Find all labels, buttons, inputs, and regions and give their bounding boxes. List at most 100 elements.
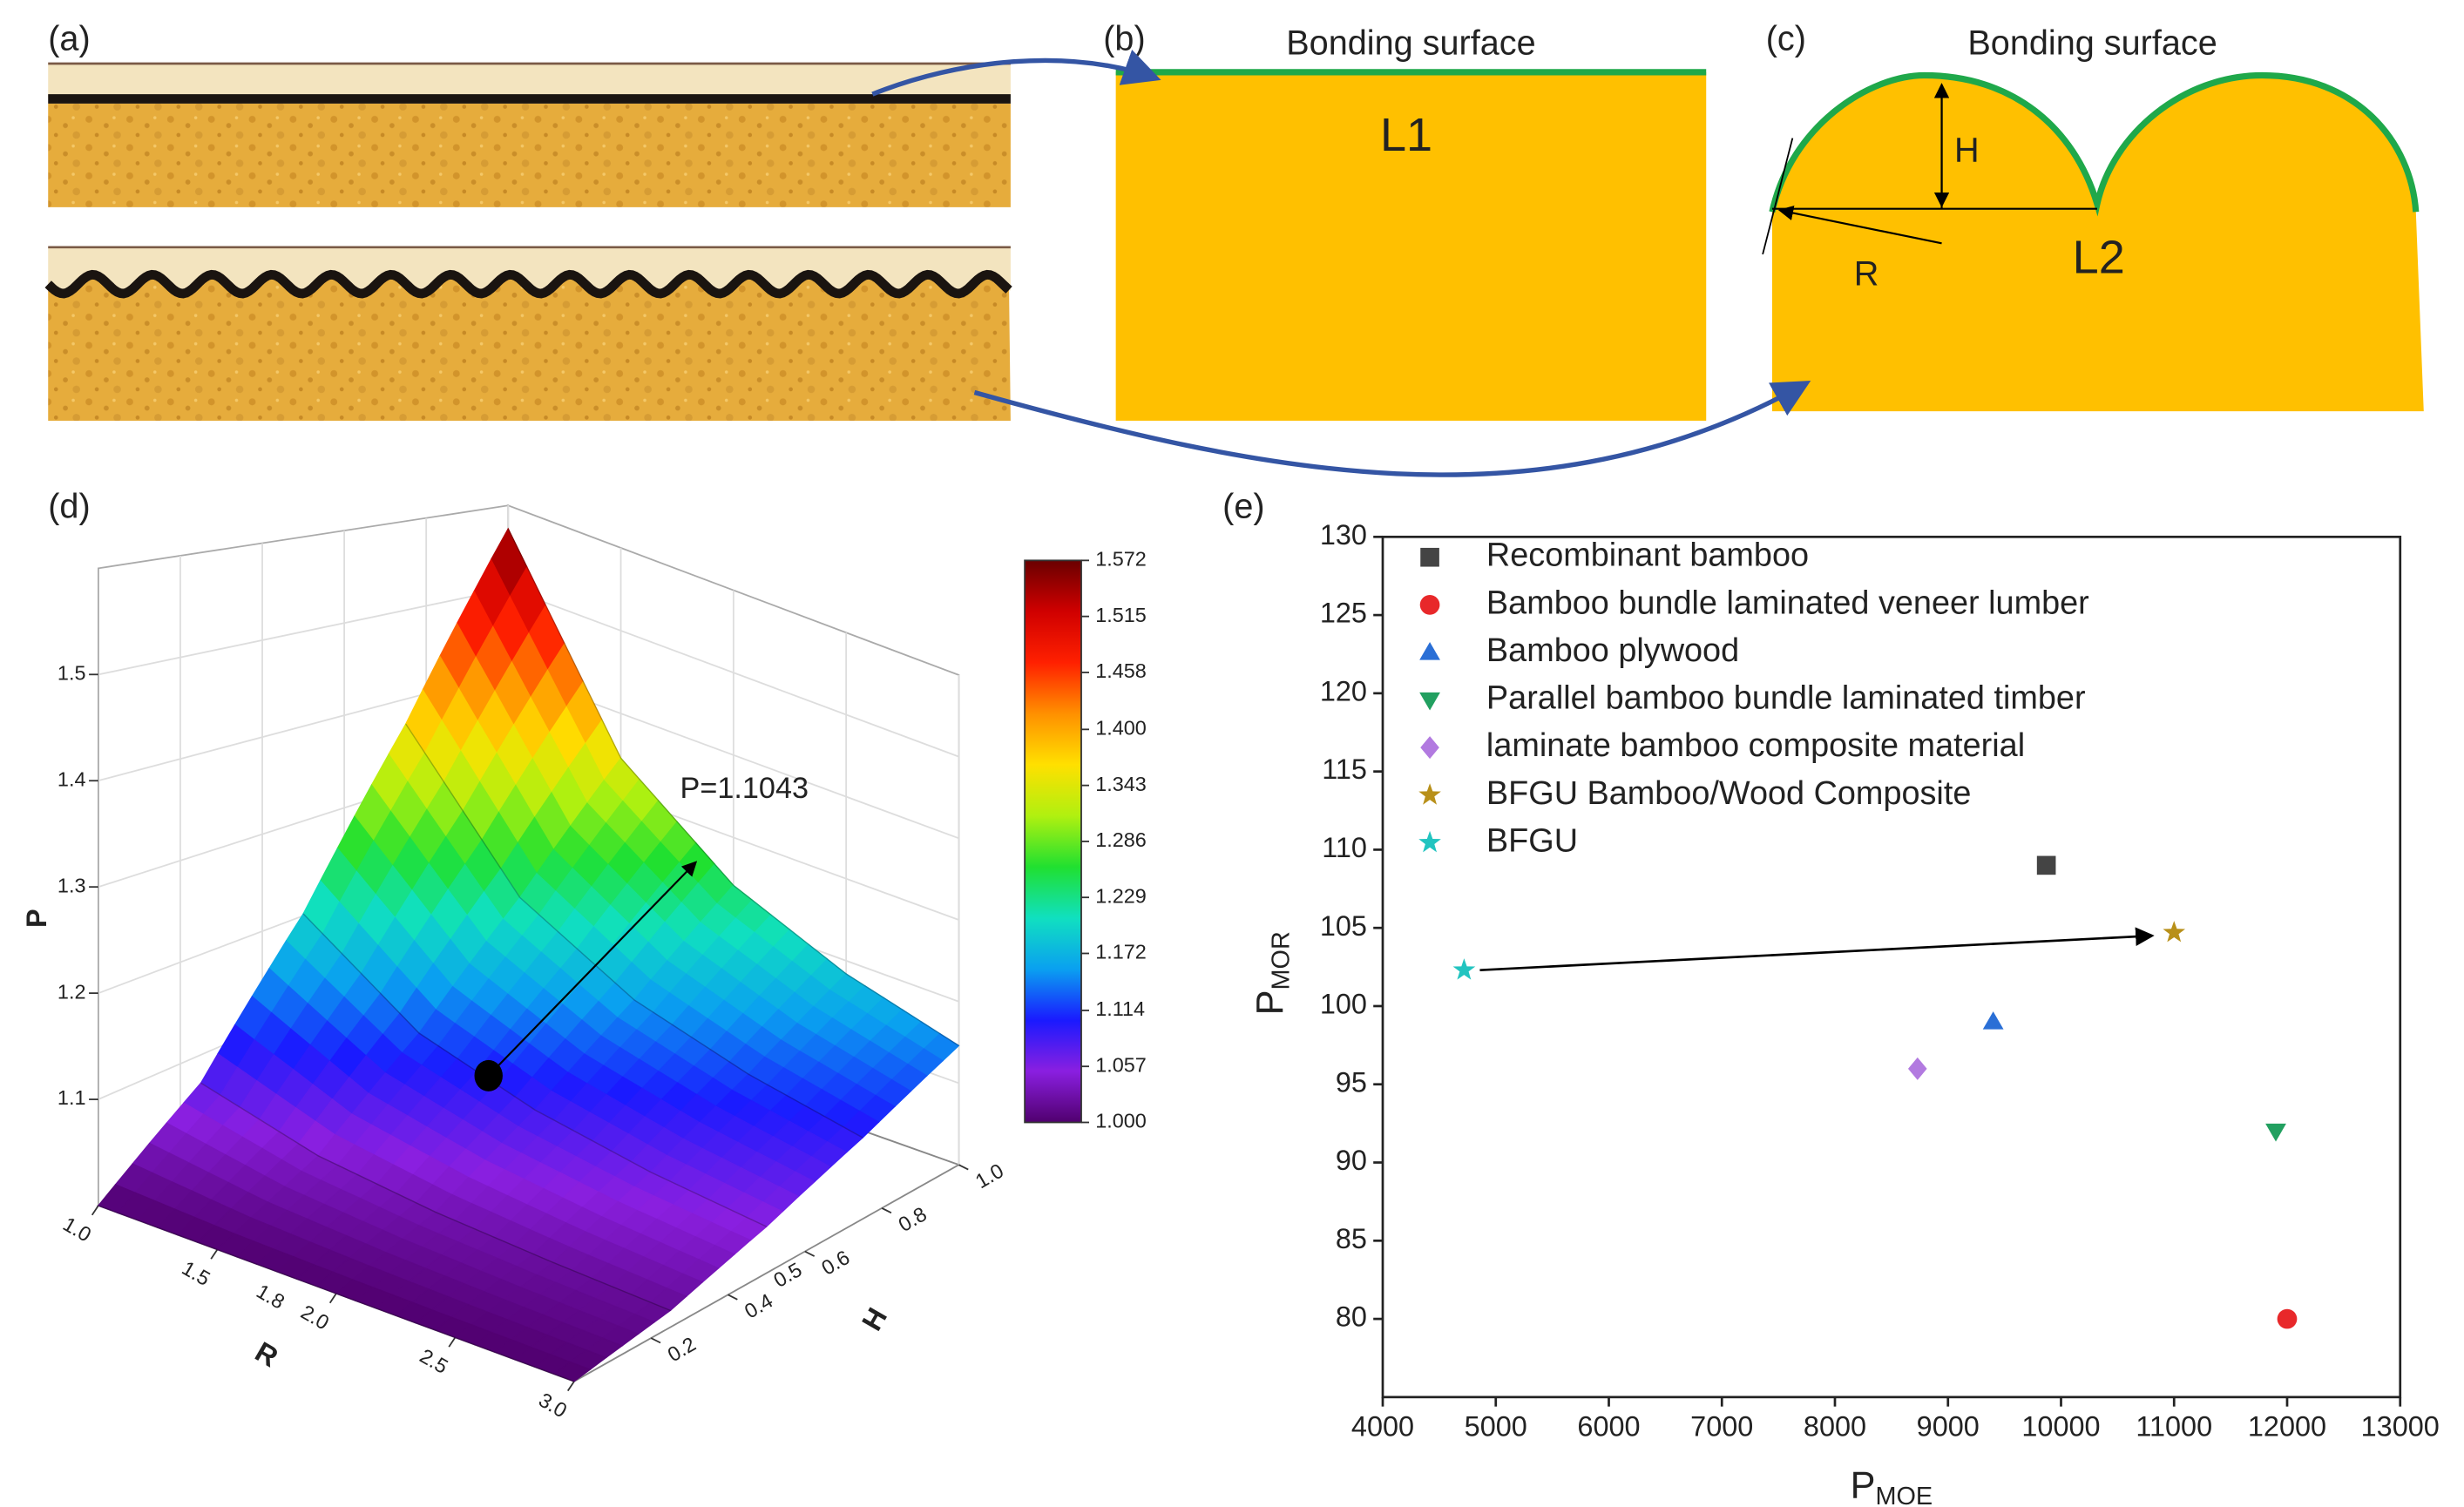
colorbar-tick-label: 1.057 [1095, 1053, 1147, 1076]
colorbar-tick-label: 1.286 [1095, 828, 1147, 851]
layer-block [1115, 71, 1707, 421]
tick-mark [881, 1207, 892, 1214]
panel-a: (a) [44, 19, 1012, 421]
bamboo-layer [48, 103, 1011, 207]
panel-label: (b) [1103, 19, 1145, 57]
y-tick-label: 100 [1320, 989, 1367, 1020]
tick-mark [448, 1336, 457, 1348]
point-marker [474, 1059, 503, 1091]
scatter-chart: 4000 5000 6000 7000 8000 9000 10000 11000 12000 1… [1249, 519, 2440, 1507]
y-tick-label: 1.0 [971, 1159, 1007, 1193]
legend-marker [1419, 642, 1440, 660]
y-tick-label: 90 [1336, 1145, 1367, 1176]
marker [2036, 855, 2056, 875]
surface-label: Bonding surface [1286, 24, 1535, 63]
x-tick-label: 13000 [2361, 1410, 2440, 1442]
layer-label: L2 [2073, 231, 2125, 283]
panel-label: (c) [1766, 19, 1806, 57]
x-tick-label: 7000 [1690, 1410, 1753, 1442]
colorbar-tick-label: 1.343 [1095, 773, 1147, 795]
tick-mark [210, 1248, 219, 1260]
y-tick-label: 120 [1320, 675, 1367, 706]
mesh-line [302, 913, 767, 1227]
bonding-line [1769, 71, 2420, 217]
x-axis-label: PMOE [1851, 1465, 1933, 1507]
axis-label: H [856, 1302, 893, 1335]
y-axis-label: PMOR [1249, 931, 1295, 1015]
surface-chart: 1.1 1.2 1.3 1.4 1.5 1.0 1.5 2.0 2.5 3.0 0.2 0.4 0.6 0… [21, 503, 1147, 1423]
tick-mark [91, 1205, 99, 1216]
colorbar-tick-label: 1.172 [1095, 941, 1147, 963]
surface-label: Bonding surface [1967, 24, 2217, 63]
annotation: P=1.1043 [680, 772, 809, 805]
legend-label: BFGU Bamboo/Wood Composite [1486, 775, 1971, 812]
x-tick-label: 9000 [1917, 1410, 1980, 1442]
legend-marker [1419, 692, 1440, 711]
connector-arrow [871, 50, 1161, 97]
x-tick-label: 5000 [1465, 1410, 1527, 1442]
tick-mark [328, 1293, 337, 1304]
y-tick-label: 0.2 [664, 1333, 700, 1367]
colorbar-tick-label: 1.515 [1095, 604, 1147, 626]
x-tick-label: 11000 [2136, 1410, 2212, 1442]
y-tick-label: 115 [1322, 754, 1367, 785]
x-tick-label: 8000 [1804, 1410, 1866, 1442]
mesh-line [98, 1205, 575, 1382]
legend-label: BFGU [1486, 822, 1578, 859]
tick-mark [650, 1337, 661, 1344]
layer-block [1771, 75, 2424, 412]
highlight-tick: 1.8 [253, 1280, 288, 1314]
axis-label-sub: MOE [1875, 1483, 1933, 1507]
mesh-line [507, 528, 959, 1046]
panel-label: (e) [1222, 487, 1264, 525]
legend-label: Recombinant bamboo [1486, 537, 1809, 574]
marker [1982, 1011, 2004, 1030]
legend-label: laminate bamboo composite material [1486, 727, 2025, 764]
dimension-label: R [1854, 255, 1879, 294]
legend-marker [1420, 547, 1439, 567]
mesh-line [200, 1082, 671, 1312]
axis-label: P [21, 909, 52, 928]
legend-label: Bamboo bundle laminated veneer lumber [1486, 585, 2089, 621]
top-layer [48, 63, 1011, 98]
marker [2277, 1308, 2298, 1329]
mesh-line [405, 723, 863, 1139]
tick-mark [566, 1381, 575, 1392]
surface-patch [552, 1361, 592, 1382]
colorbar-tick-label: 1.229 [1095, 884, 1147, 907]
z-tick-label: 1.3 [58, 874, 86, 896]
colorbar-tick-label: 1.572 [1095, 548, 1147, 571]
z-tick-label: 1.4 [58, 767, 86, 790]
colorbar-tick-label: 1.114 [1095, 997, 1145, 1020]
y-tick-label: 95 [1336, 1066, 1367, 1098]
bamboo-layer [48, 274, 1011, 421]
marker [2163, 921, 2186, 943]
y-tick-label: 125 [1320, 598, 1367, 629]
axis-label-sub: MOR [1267, 931, 1295, 990]
plot-frame [1381, 535, 2402, 1399]
tick-mark [958, 1164, 969, 1171]
legend-marker [1418, 830, 1441, 853]
x-tick-label: 12000 [2248, 1410, 2326, 1442]
marker [2265, 1123, 2286, 1142]
tick-mark [804, 1250, 816, 1257]
y-tick-label: 130 [1320, 519, 1367, 551]
legend-marker [1420, 736, 1439, 760]
layer-label: L1 [1380, 109, 1432, 161]
marker [1907, 1057, 1927, 1080]
tick-mark [728, 1294, 738, 1301]
x-tick-label: 1.5 [178, 1256, 213, 1290]
x-tick-label: 3.0 [535, 1389, 571, 1423]
tangent [1762, 138, 1794, 255]
trend-arrow [1479, 927, 2155, 972]
x-tick-label: 4000 [1351, 1410, 1414, 1442]
dimension-label: H [1954, 131, 1980, 169]
flat-bond-line [48, 94, 1011, 104]
y-tick-label: 0.4 [741, 1289, 776, 1323]
y-tick-label: 85 [1336, 1223, 1367, 1254]
y-tick-label: 0.8 [895, 1202, 931, 1236]
panel-label: (a) [48, 19, 90, 57]
panel-c: (c) Bonding surface H R L2 [1762, 19, 2424, 412]
